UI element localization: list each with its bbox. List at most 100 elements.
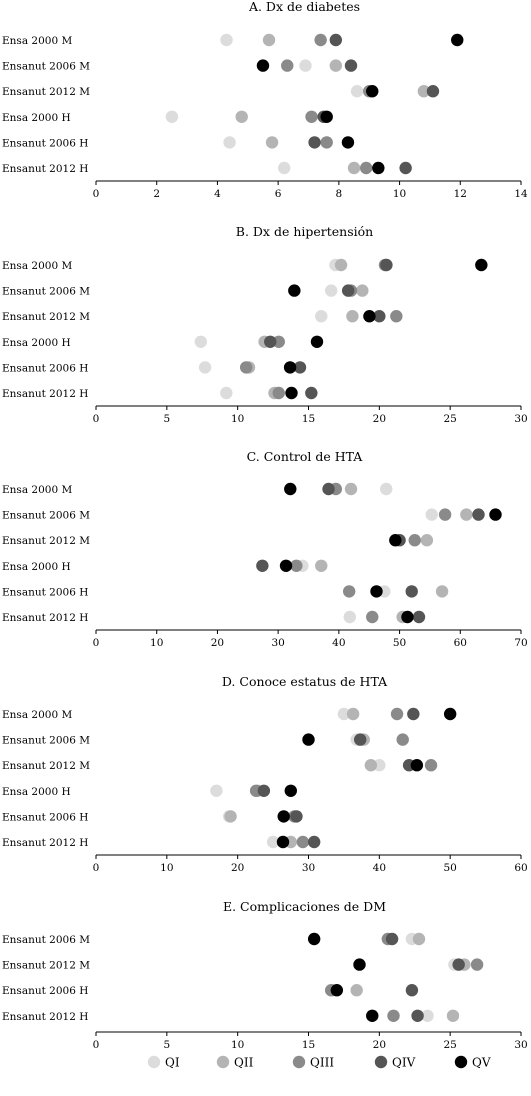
data-point-qiv: [385, 932, 399, 946]
category-label: Ensanut 2012 H: [2, 612, 88, 624]
category-label: Ensa 2000 M: [2, 35, 72, 47]
category-label: Ensanut 2006 M: [2, 510, 90, 522]
panel-title: A. Dx de diabetes: [248, 0, 360, 14]
data-point-qiv: [426, 85, 440, 98]
legend-label: QIV: [392, 1056, 416, 1070]
data-point-qii: [364, 759, 378, 772]
category-label: Ensa 2000 H: [2, 337, 71, 349]
legend-label: QIII: [310, 1056, 334, 1070]
data-point-qii: [344, 482, 358, 496]
x-tick-label: 50: [443, 862, 456, 874]
data-point-qv: [366, 85, 379, 98]
legend-label: QI: [165, 1056, 180, 1070]
data-point-qiv: [407, 707, 420, 721]
data-point-qi: [299, 59, 312, 72]
x-tick-label: 10: [231, 1039, 244, 1051]
data-point-qiii: [408, 534, 421, 547]
data-point-qiv: [341, 284, 355, 297]
category-label: Ensanut 2006 M: [2, 934, 90, 946]
data-point-qv: [370, 585, 383, 598]
data-point-qiv: [405, 585, 418, 598]
category-label: Ensanut 2012 M: [2, 86, 90, 98]
x-tick-label: 30: [302, 862, 315, 874]
category-label: Ensanut 2006 M: [2, 61, 90, 73]
chart-panel-1: A. Dx de diabetes Ensa 2000 M Ensanut 2006…: [2, 0, 528, 200]
x-tick-label: 0: [93, 188, 100, 200]
data-point-qv: [283, 361, 297, 374]
data-point-qiv: [354, 733, 367, 746]
x-tick-label: 15: [302, 1039, 315, 1051]
data-point-qii: [356, 284, 369, 297]
data-point-qi: [421, 1009, 434, 1022]
x-tick-label: 50: [393, 637, 406, 649]
x-tick-label: 60: [514, 862, 527, 874]
data-point-qiv: [399, 161, 412, 175]
category-label: Ensanut 2012 H: [2, 163, 88, 175]
category-label: Ensanut 2006 H: [2, 137, 88, 149]
category-label: Ensanut 2012 M: [2, 535, 90, 547]
data-point-qi: [425, 508, 438, 521]
data-point-qv: [341, 136, 355, 149]
data-point-qii: [329, 59, 343, 72]
x-tick-label: 25: [443, 413, 456, 425]
x-tick-label: 40: [373, 862, 386, 874]
x-tick-label: 20: [211, 637, 224, 649]
x-tick-label: 30: [514, 1039, 527, 1051]
category-label: Ensanut 2012 H: [2, 388, 88, 400]
data-point-qv: [307, 932, 321, 946]
data-point-qiv: [329, 33, 343, 47]
data-point-qv: [302, 733, 315, 746]
x-tick-label: 25: [443, 1039, 456, 1051]
data-point-qiii: [390, 310, 403, 323]
data-point-qi: [380, 482, 393, 496]
data-point-qiv: [308, 136, 321, 149]
category-label: Ensanut 2006 M: [2, 286, 90, 298]
data-point-qii: [334, 258, 348, 272]
data-point-qv: [284, 482, 297, 496]
x-tick-label: 30: [514, 413, 527, 425]
category-label: Ensa 2000 H: [2, 786, 71, 798]
x-tick-label: 15: [302, 413, 315, 425]
data-point-qi: [350, 85, 364, 98]
data-point-qii: [265, 136, 279, 149]
x-tick-label: 5: [163, 413, 170, 425]
data-point-qi: [198, 361, 212, 374]
data-point-qv: [410, 759, 424, 772]
data-point-qv: [279, 559, 293, 572]
data-point-qiv: [290, 810, 303, 823]
category-label: Ensa 2000 H: [2, 561, 71, 573]
category-label: Ensanut 2006 H: [2, 985, 88, 997]
category-label: Ensanut 2006 H: [2, 586, 88, 598]
data-point-qv: [276, 835, 290, 849]
category-label: Ensa 2000 M: [2, 484, 72, 496]
data-point-qiii: [342, 585, 356, 598]
legend-swatch-qv: [454, 1055, 468, 1069]
data-point-qv: [366, 1009, 379, 1022]
x-tick-label: 0: [93, 862, 100, 874]
data-point-qii: [235, 110, 248, 124]
category-label: Ensanut 2012 H: [2, 1011, 88, 1023]
data-point-qii: [446, 1009, 460, 1022]
x-tick-label: 2: [153, 188, 160, 200]
x-tick-label: 60: [454, 637, 467, 649]
data-point-qii: [417, 85, 431, 98]
data-point-qv: [330, 984, 344, 997]
data-point-qii: [347, 161, 361, 175]
data-point-qiii: [290, 559, 303, 572]
x-tick-label: 10: [231, 413, 244, 425]
category-label: Ensanut 2012 M: [2, 311, 90, 323]
data-point-qii: [346, 310, 359, 323]
x-tick-label: 14: [514, 188, 528, 200]
data-point-qii: [460, 508, 473, 521]
data-point-qiii: [387, 1009, 400, 1022]
data-point-qv: [353, 958, 366, 971]
data-point-qv: [320, 110, 333, 124]
category-label: Ensanut 2006 M: [2, 735, 90, 747]
data-point-qi: [315, 310, 328, 323]
data-point-qiii: [396, 733, 409, 746]
data-point-qiv: [373, 310, 386, 323]
x-tick-label: 0: [93, 637, 100, 649]
data-point-qiii: [424, 759, 438, 772]
data-point-qv: [401, 610, 414, 624]
data-point-qiii: [390, 707, 404, 721]
